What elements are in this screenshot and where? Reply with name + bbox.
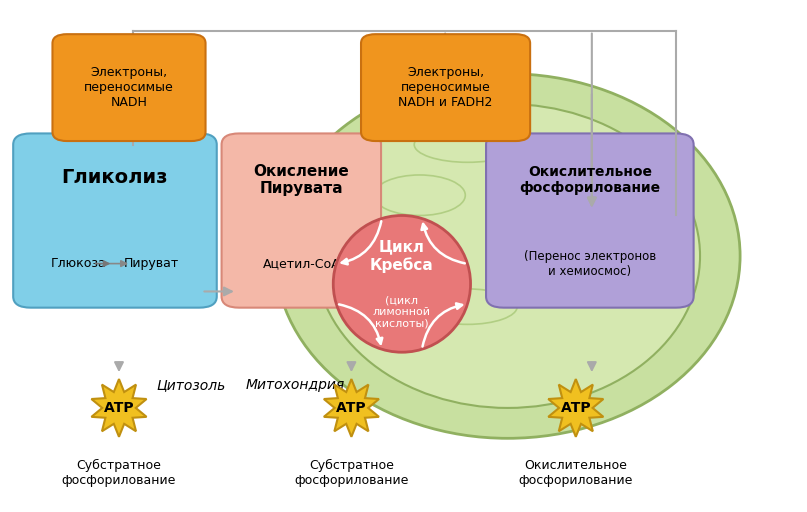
Polygon shape xyxy=(548,379,604,437)
FancyBboxPatch shape xyxy=(13,134,217,308)
Text: (цикл
лимонной
кислоты): (цикл лимонной кислоты) xyxy=(373,295,431,328)
Text: Пируват: Пируват xyxy=(123,257,178,270)
Polygon shape xyxy=(324,379,379,437)
FancyBboxPatch shape xyxy=(361,34,530,141)
Text: Окислительное
фосфорилование: Окислительное фосфорилование xyxy=(519,165,660,195)
Text: Ацетил-СоА: Ацетил-СоА xyxy=(262,257,340,270)
Text: Субстратное
фосфорилование: Субстратное фосфорилование xyxy=(295,459,408,486)
Text: Субстратное
фосфорилование: Субстратное фосфорилование xyxy=(62,459,176,486)
Polygon shape xyxy=(91,379,147,437)
Text: Цитозоль: Цитозоль xyxy=(157,378,226,392)
Ellipse shape xyxy=(333,216,470,352)
Text: АТР: АТР xyxy=(336,401,366,415)
Ellipse shape xyxy=(316,104,700,408)
Text: Гликолиз: Гликолиз xyxy=(61,168,168,187)
Ellipse shape xyxy=(275,74,740,438)
Text: АТР: АТР xyxy=(103,401,134,415)
FancyBboxPatch shape xyxy=(222,134,381,308)
Text: (Перенос электронов
и хемиосмос): (Перенос электронов и хемиосмос) xyxy=(524,249,656,278)
Text: Окислительное
фосфорилование: Окислительное фосфорилование xyxy=(519,459,633,486)
Text: Митохондрия: Митохондрия xyxy=(245,378,345,392)
FancyBboxPatch shape xyxy=(486,134,694,308)
Text: Электроны,
переносимые
NADH: Электроны, переносимые NADH xyxy=(84,66,174,109)
Text: Электроны,
переносимые
NADH и FADH2: Электроны, переносимые NADH и FADH2 xyxy=(399,66,493,109)
Text: Окисление
Пирувата: Окисление Пирувата xyxy=(253,164,349,196)
Text: Глюкоза: Глюкоза xyxy=(51,257,107,270)
FancyBboxPatch shape xyxy=(52,34,206,141)
Text: АТР: АТР xyxy=(561,401,591,415)
Text: Цикл
Кребса: Цикл Кребса xyxy=(370,239,434,273)
